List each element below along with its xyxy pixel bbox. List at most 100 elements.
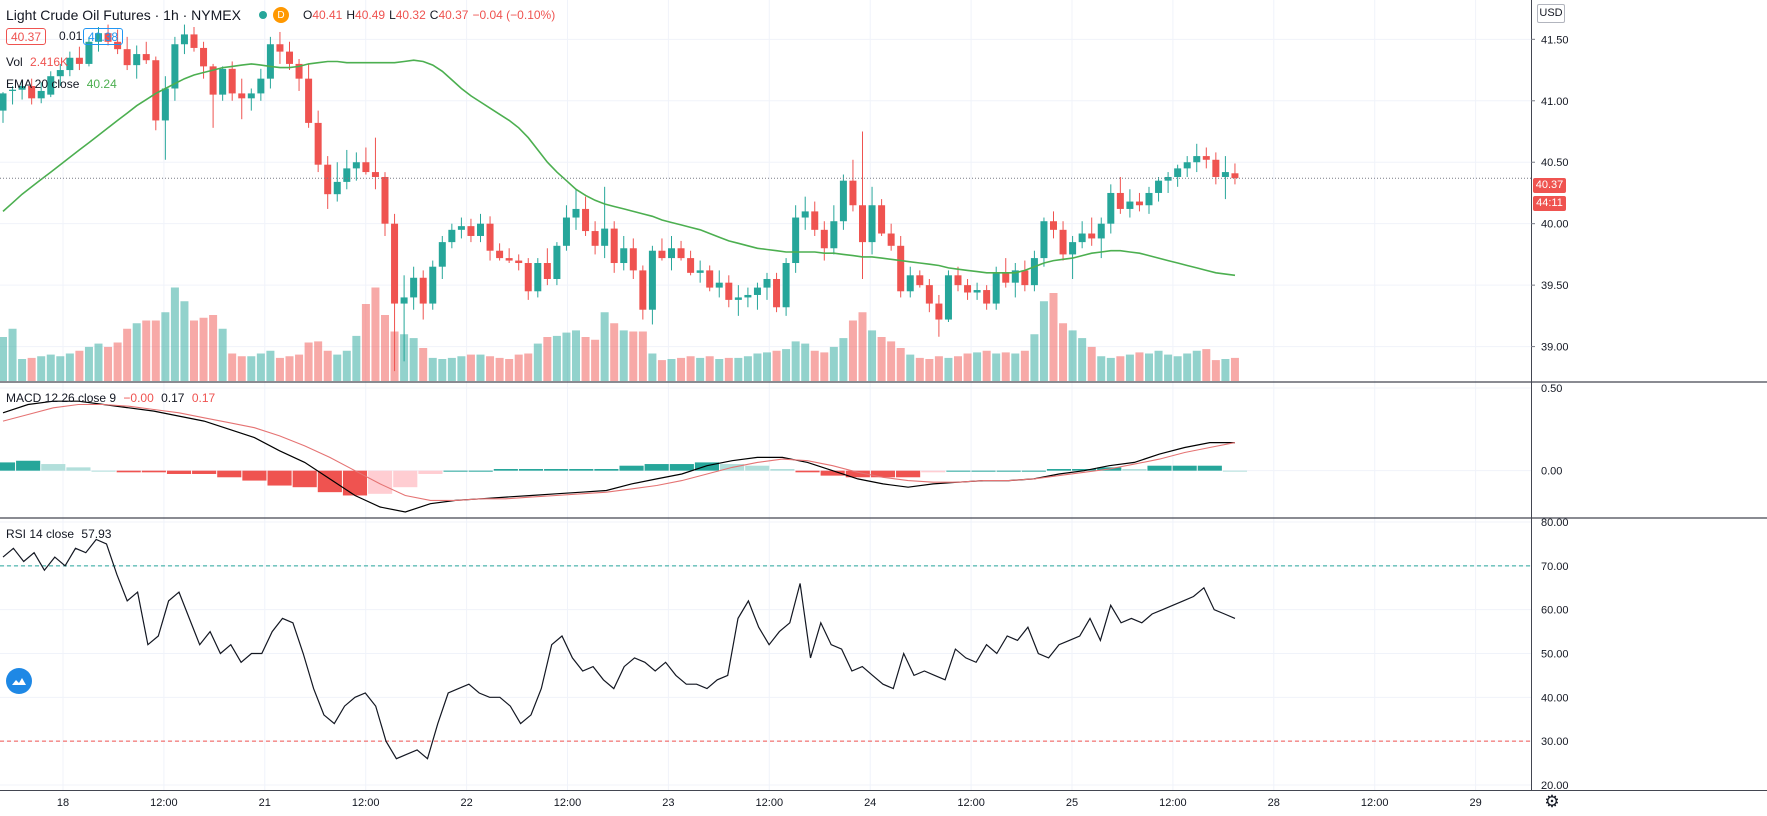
symbol-legend[interactable]: Light Crude Oil Futures · 1h · NYMEX D O… [6, 5, 559, 25]
macd-histogram-bar [1122, 469, 1147, 471]
volume-bar [1125, 354, 1134, 381]
macd-histogram-bar [41, 464, 66, 471]
volume-bar [686, 356, 695, 381]
time-tick-label: 12:00 [352, 797, 380, 809]
symbol-title[interactable]: Light Crude Oil Futures · 1h · NYMEX [6, 7, 241, 23]
time-tick-label: 18 [57, 797, 69, 809]
volume-bar [772, 350, 781, 381]
currency-button[interactable]: USD [1537, 4, 1565, 23]
volume-bar [486, 356, 495, 381]
candle-body [496, 250, 504, 259]
candle-body [839, 180, 847, 222]
candle-body [247, 93, 255, 99]
candle-body [706, 270, 714, 288]
candle-body [209, 66, 217, 95]
volume-bar [237, 356, 246, 381]
volume-bar [1145, 353, 1153, 381]
volume-bar [1192, 350, 1201, 381]
macd-signal-value: 0.17 [191, 391, 216, 405]
ohlc-o: O40.41 [302, 8, 343, 22]
volume-bar [170, 287, 179, 381]
volume-bar [1230, 357, 1239, 381]
macd-histogram-bar [292, 470, 317, 488]
candle-body [648, 250, 656, 310]
volume-bar [887, 341, 896, 381]
volume-bar [1087, 346, 1096, 381]
buy-button[interactable]: 40.38 [83, 28, 124, 45]
macd-histogram-bar [1072, 469, 1097, 471]
volume-bar [228, 353, 237, 381]
macd-histogram-bar [996, 470, 1021, 472]
macd-value: 0.17 [161, 391, 185, 405]
last-price-label: 40.37 [1533, 178, 1566, 193]
candle-body [658, 250, 666, 259]
volume-bar [275, 357, 284, 381]
candle-body [1030, 258, 1038, 286]
volume-bar [858, 312, 867, 381]
volume-bar [724, 357, 733, 381]
candle-body [123, 49, 131, 66]
volume-bar [476, 354, 485, 381]
candle-body [849, 180, 857, 206]
candle-body [1202, 156, 1210, 160]
time-tick-label: 12:00 [1361, 797, 1389, 809]
candle-body [1040, 221, 1048, 259]
time-axis[interactable]: 18 12:00 21 12:00 22 12:00 23 12:00 24 12:00 25 12:… [57, 797, 1482, 809]
ema-line [2, 59, 1236, 277]
volume-bar [209, 315, 218, 381]
grid [0, 0, 1531, 790]
volume-bar [75, 350, 84, 381]
candle-body [448, 229, 456, 243]
volume-bar [820, 352, 829, 381]
volume-bar [1011, 353, 1020, 381]
volume-bar [142, 320, 151, 381]
volume-bar [333, 354, 342, 381]
candle-body [744, 294, 752, 298]
candle-body [572, 208, 580, 218]
macd-histogram-bar [368, 470, 393, 494]
candle-body [104, 33, 112, 42]
candle-body [925, 285, 933, 304]
candle-body [371, 172, 379, 177]
rsi-legend[interactable]: RSI 14 close 57.93 [6, 527, 111, 541]
time-tick-label: 12:00 [756, 797, 784, 809]
macd-histogram-bar [493, 469, 518, 471]
candle-body [295, 63, 303, 79]
time-tick-label: 24 [864, 797, 876, 809]
volume-bar [304, 342, 313, 381]
macd-histogram-value: −0.00 [123, 391, 154, 405]
price-tick-label: 40.50 [1541, 157, 1569, 169]
volume-bar [8, 328, 17, 381]
volume-bar [524, 353, 533, 381]
market-status-icon [258, 11, 267, 19]
candle-body [1126, 201, 1134, 209]
tradingview-logo-icon[interactable] [6, 668, 32, 694]
volume-bar [868, 330, 877, 381]
candle-body [534, 263, 542, 292]
volume-legend[interactable]: Vol 2.416K [6, 55, 68, 69]
macd-histogram-bar [317, 470, 342, 493]
candle-body [897, 245, 905, 292]
macd-label: MACD 12 26 close 9 [6, 391, 117, 405]
ema-legend[interactable]: EMA 20 close 40.24 [6, 77, 117, 91]
volume-bar [132, 323, 141, 381]
candle-body [610, 228, 618, 264]
sell-button[interactable]: 40.37 [6, 28, 47, 45]
candle-body [1174, 168, 1182, 177]
price-tick-label: 40.00 [1541, 219, 1569, 231]
gear-icon[interactable]: ⚙ [1544, 792, 1560, 811]
volume-bar [514, 354, 523, 381]
volume-bar [438, 359, 447, 381]
candle-body [1088, 233, 1096, 239]
macd-histogram-bar [1197, 465, 1222, 471]
macd-histogram-bar [418, 470, 443, 474]
candle-body [601, 228, 609, 246]
macd-legend[interactable]: MACD 12 26 close 9 −0.00 0.17 0.17 [6, 391, 215, 405]
macd-histogram-bar [242, 470, 267, 481]
macd-histogram-bar [468, 470, 493, 472]
price-scale[interactable]: 41.50 41.00 40.50 40.00 39.50 39.00 0.50 0.00 80… [1531, 34, 1569, 792]
volume-label: Vol [6, 55, 23, 69]
macd-histogram [0, 460, 1248, 496]
volume-bar [447, 357, 456, 381]
